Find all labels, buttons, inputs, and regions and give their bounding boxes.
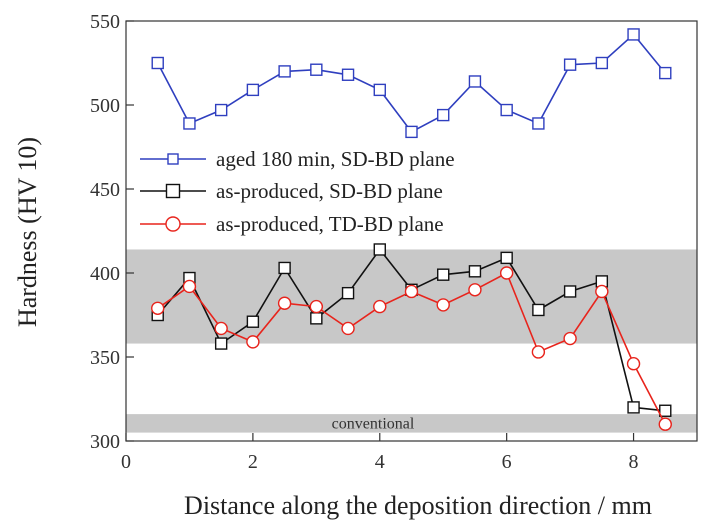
data-point-2-0 [151,301,165,315]
data-point-0-13 [563,58,577,71]
data-point-2-12 [531,345,546,359]
y-tick-label-2: 400 [90,263,120,285]
data-point-2-15 [626,357,641,371]
data-point-1-16 [659,404,672,417]
data-point-2-13 [563,331,577,346]
data-point-1-7 [373,243,386,256]
legend: aged 180 min, SD-BD plane as-produced, SD… [140,147,455,236]
data-point-0-14 [595,56,609,70]
data-point-0-12 [532,117,545,130]
data-point-0-10 [468,75,482,88]
data-point-1-5 [310,312,323,325]
data-point-0-8 [405,125,418,139]
data-point-1-10 [468,265,482,278]
data-point-0-16 [659,66,672,80]
y-tick-label-4: 500 [90,95,120,117]
plot-frame [125,20,698,442]
data-point-1-3 [246,315,260,328]
x-tick-label-4: 8 [629,451,639,473]
data-point-0-0 [151,56,164,70]
data-point-1-4 [278,261,291,275]
data-point-2-9 [436,298,450,312]
legend-entry-1: as-produced, SD-BD plane [140,179,443,203]
data-point-1-11 [500,251,513,265]
data-point-2-2 [214,321,228,336]
y-tick-label-1: 350 [90,347,120,369]
series-2 [151,266,672,431]
legend-marker-0 [167,153,179,165]
legend-label-1: as-produced, SD-BD plane [216,179,443,203]
legend-entry-2: as-produced, TD-BD plane [140,212,444,236]
data-point-0-2 [214,103,228,117]
data-point-2-11 [499,266,514,280]
data-point-0-6 [341,68,355,81]
y-tick-label-3: 450 [90,179,120,201]
data-point-0-4 [278,65,291,78]
data-point-0-5 [310,63,323,76]
data-point-1-15 [627,401,640,414]
x-axis-title: Distance along the deposition direction … [184,491,652,520]
data-point-2-7 [373,299,387,314]
x-tick-label-2: 4 [375,451,385,473]
data-point-1-12 [532,303,545,317]
data-point-0-9 [437,108,450,122]
x-tick-label-3: 6 [502,451,512,473]
data-point-2-6 [341,321,355,336]
data-point-2-10 [468,283,482,297]
data-point-2-4 [277,296,292,310]
series-layer [151,28,672,431]
data-point-0-7 [373,83,386,97]
data-point-1-9 [437,268,450,281]
series-0 [151,28,672,139]
data-point-2-14 [595,284,609,299]
legend-marker-2 [165,216,181,232]
legend-marker-1 [165,183,181,199]
data-point-0-1 [183,117,196,130]
data-point-2-3 [246,335,260,349]
series-line-0 [156,33,666,133]
x-tick-label-0: 0 [121,451,131,473]
legend-label-2: as-produced, TD-BD plane [216,212,444,236]
legend-label-0: aged 180 min, SD-BD plane [216,147,455,171]
band-label-1: conventional [332,415,415,432]
data-point-1-2 [214,337,228,350]
y-axis-title: Hardness (HV 10) [13,137,42,327]
y-tick-label-0: 300 [90,431,120,453]
y-tick-label-5: 550 [90,11,120,33]
legend-entry-0: aged 180 min, SD-BD plane [140,147,455,171]
data-point-1-13 [563,285,577,298]
data-point-2-5 [309,299,324,314]
data-point-2-1 [182,279,197,294]
band-1 [126,414,697,433]
data-point-1-6 [341,286,355,300]
data-point-2-16 [658,417,672,431]
data-point-0-11 [500,103,513,117]
axes-layer: 0 2 4 6 8 300 350 400 450 500 550 [90,11,698,473]
data-point-0-3 [246,83,260,97]
x-tick-label-1: 2 [248,451,258,473]
data-point-2-8 [404,284,419,299]
bands-layer: conventional [126,249,697,433]
data-point-0-15 [627,28,640,41]
